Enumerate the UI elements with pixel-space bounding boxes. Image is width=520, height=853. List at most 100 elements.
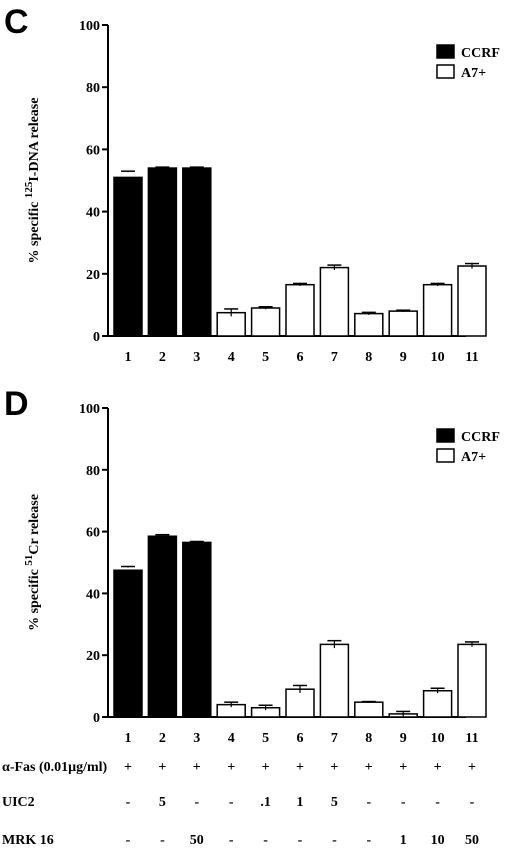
treatment-cell: + xyxy=(158,760,166,775)
x-tick-label: 8 xyxy=(365,350,372,365)
treatment-cell: + xyxy=(124,760,132,775)
bar xyxy=(113,176,143,337)
treatment-cell: + xyxy=(399,760,407,775)
treatment-cell: - xyxy=(229,833,234,848)
y-tick-label: 80 xyxy=(86,81,100,96)
x-tick-label: 10 xyxy=(431,731,445,746)
y-tick-label: 0 xyxy=(93,330,100,345)
bar xyxy=(113,569,143,718)
x-tick-label: 3 xyxy=(193,731,200,746)
y-tick-label: 20 xyxy=(86,649,100,664)
y-tick-label: 20 xyxy=(86,268,100,283)
panel-letter: D xyxy=(4,385,29,423)
y-axis-label: % specific 125I-DNA release xyxy=(23,98,42,264)
legend-label: CCRF xyxy=(461,46,500,61)
y-axis-label: % specific 51Cr release xyxy=(23,494,42,631)
treatment-cell: - xyxy=(194,795,199,810)
treatment-cell: 50 xyxy=(465,833,479,848)
treatment-cell: .1 xyxy=(260,795,271,810)
x-tick-label: 1 xyxy=(125,731,132,746)
treatment-row-label: α-Fas (0.01μg/ml) xyxy=(2,760,108,775)
bar xyxy=(388,310,418,337)
y-tick-label: 60 xyxy=(86,143,100,158)
x-tick-label: 7 xyxy=(331,731,338,746)
treatment-cell: 5 xyxy=(159,795,166,810)
treatment-cell: - xyxy=(366,795,371,810)
legend-swatch xyxy=(436,428,455,443)
treatment-cell: - xyxy=(435,795,440,810)
y-tick-label: 60 xyxy=(86,526,100,541)
panel-letter: C xyxy=(4,3,29,41)
treatment-cell: 10 xyxy=(431,833,445,848)
treatment-cell: 50 xyxy=(190,833,204,848)
treatment-cell: 1 xyxy=(297,795,304,810)
x-tick-label: 5 xyxy=(262,350,269,365)
treatment-cell: + xyxy=(330,760,338,775)
treatment-cell: - xyxy=(470,795,475,810)
treatment-cell: + xyxy=(262,760,270,775)
bar xyxy=(422,689,453,718)
legend-swatch xyxy=(436,448,455,463)
x-tick-label: 9 xyxy=(400,731,407,746)
x-tick-label: 6 xyxy=(297,350,304,365)
x-tick-label: 4 xyxy=(228,731,235,746)
x-tick-label: 4 xyxy=(228,350,235,365)
legend-swatch xyxy=(436,64,455,79)
legend-label: A7+ xyxy=(461,450,486,465)
y-tick-label: 100 xyxy=(79,19,100,34)
treatment-cell: 1 xyxy=(400,833,407,848)
y-tick-label: 100 xyxy=(79,402,100,417)
bar xyxy=(147,167,178,337)
treatment-cell: + xyxy=(365,760,373,775)
x-tick-label: 3 xyxy=(193,350,200,365)
treatment-cell: - xyxy=(229,795,234,810)
bar xyxy=(285,283,315,337)
treatment-cell: - xyxy=(401,795,406,810)
treatment-table: α-Fas (0.01μg/ml) + + + + + + + + + + + UIC2 - 5 - - .1 1 5… xyxy=(2,760,479,848)
y-tick-label: 40 xyxy=(86,206,100,221)
legend-label: CCRF xyxy=(461,430,500,445)
panel-c-chart: C 0 20 40 60 80 100 % specific 125I-DNA release… xyxy=(4,3,500,365)
x-tick-label: 5 xyxy=(262,731,269,746)
treatment-cell: 5 xyxy=(331,795,338,810)
treatment-cell: + xyxy=(227,760,235,775)
bar xyxy=(319,266,350,337)
treatment-cell: - xyxy=(298,833,303,848)
x-tick-label: 9 xyxy=(400,350,407,365)
panel-d-chart: D 0 20 40 60 80 100 % specific 51Cr release 1 2 3 4… xyxy=(4,385,500,746)
treatment-cell: + xyxy=(296,760,304,775)
y-tick-label: 40 xyxy=(86,587,100,602)
treatment-row-label: UIC2 xyxy=(2,795,35,810)
y-tick-label: 0 xyxy=(93,711,100,726)
treatment-cell: - xyxy=(160,833,165,848)
x-tick-label: 2 xyxy=(159,731,166,746)
treatment-cell: - xyxy=(263,833,268,848)
x-tick-label: 7 xyxy=(331,350,338,365)
x-tick-label: 2 xyxy=(159,350,166,365)
x-tick-label: 1 xyxy=(125,350,132,365)
bar xyxy=(285,688,315,718)
bar xyxy=(182,167,212,337)
x-tick-label: 11 xyxy=(465,731,478,746)
bar xyxy=(457,643,487,718)
bar xyxy=(422,283,453,337)
treatment-cell: + xyxy=(468,760,476,775)
bar xyxy=(147,535,178,718)
bar xyxy=(354,701,384,718)
x-tick-label: 11 xyxy=(465,350,478,365)
treatment-cell: - xyxy=(332,833,337,848)
treatment-cell: - xyxy=(366,833,371,848)
treatment-cell: - xyxy=(126,833,131,848)
bar xyxy=(182,541,212,718)
bar xyxy=(457,265,487,337)
x-tick-label: 6 xyxy=(297,731,304,746)
bar xyxy=(250,307,281,337)
treatment-cell: - xyxy=(126,795,131,810)
treatment-cell: + xyxy=(434,760,442,775)
y-tick-label: 80 xyxy=(86,464,100,479)
x-tick-label: 8 xyxy=(365,731,372,746)
treatment-row-label: MRK 16 xyxy=(2,833,54,848)
legend-label: A7+ xyxy=(461,66,486,81)
x-tick-label: 10 xyxy=(431,350,445,365)
